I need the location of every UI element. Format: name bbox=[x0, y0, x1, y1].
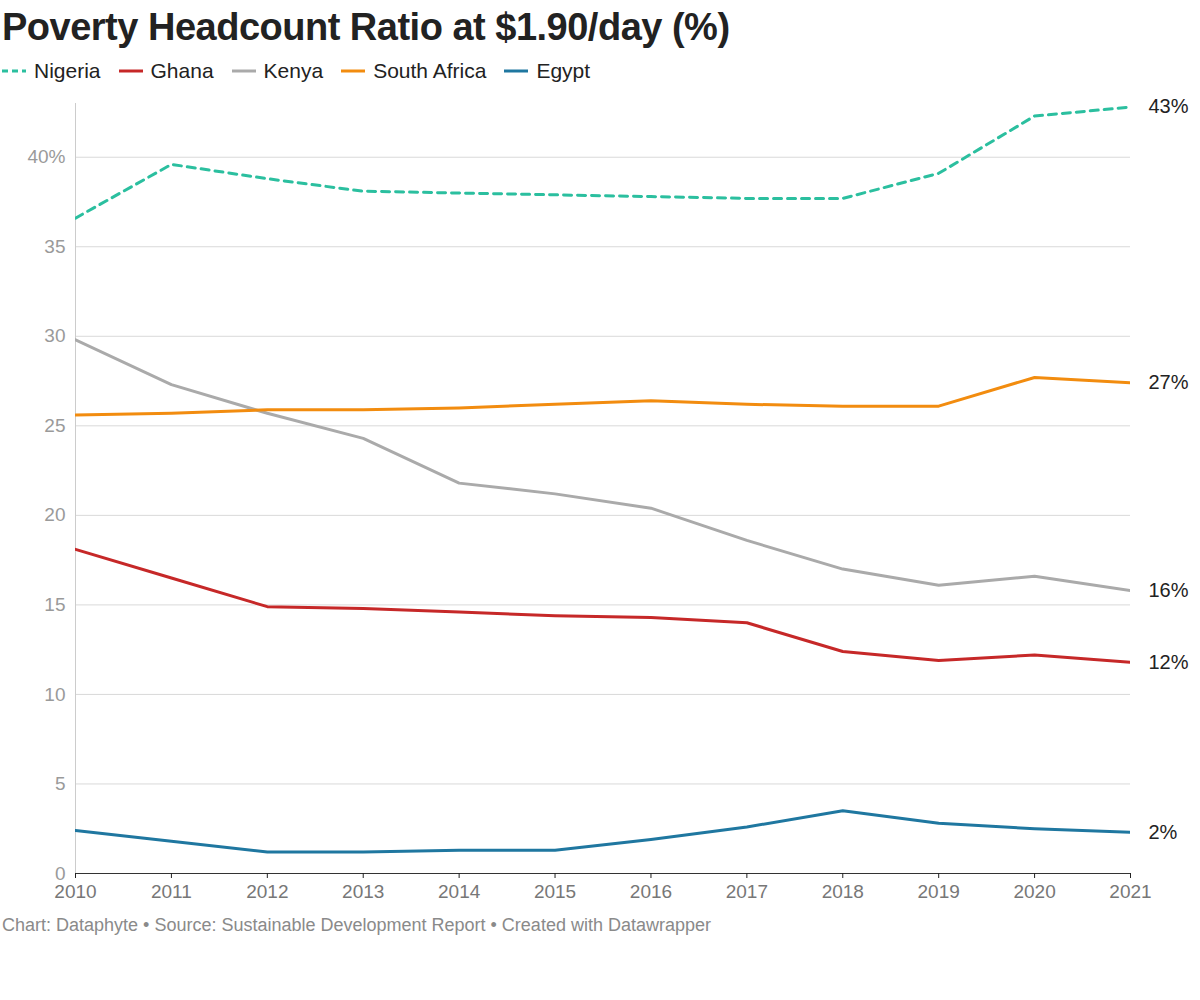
svg-text:2011: 2011 bbox=[151, 881, 192, 902]
svg-text:2012: 2012 bbox=[246, 881, 288, 902]
svg-text:2%: 2% bbox=[1149, 821, 1178, 843]
svg-text:16%: 16% bbox=[1149, 579, 1189, 601]
svg-text:2017: 2017 bbox=[726, 881, 768, 902]
svg-text:2018: 2018 bbox=[822, 881, 864, 902]
svg-text:40%: 40% bbox=[27, 146, 65, 167]
html-text:Chart: Dataphyte • Source: Sus: Chart: Dataphyte • Source: Sustainable D… bbox=[2, 915, 711, 935]
svg-text:30: 30 bbox=[44, 325, 65, 346]
html-text:Poverty Headcount Ratio at $1.: Poverty Headcount Ratio at $1.90/day (%) bbox=[2, 6, 730, 48]
svg-text:10: 10 bbox=[44, 684, 65, 705]
svg-text:2015: 2015 bbox=[534, 881, 576, 902]
svg-text:2020: 2020 bbox=[1013, 881, 1055, 902]
svg-text:20: 20 bbox=[44, 504, 65, 525]
html-text:Nigeria: Nigeria bbox=[34, 59, 101, 82]
svg-text:2014: 2014 bbox=[438, 881, 481, 902]
svg-text:27%: 27% bbox=[1149, 371, 1189, 393]
html-text:Ghana: Ghana bbox=[150, 59, 214, 82]
svg-text:25: 25 bbox=[44, 415, 65, 436]
svg-text:2016: 2016 bbox=[630, 881, 672, 902]
svg-text:15: 15 bbox=[44, 594, 65, 615]
svg-text:35: 35 bbox=[44, 236, 65, 257]
svg-text:2013: 2013 bbox=[342, 881, 384, 902]
svg-text:2019: 2019 bbox=[918, 881, 960, 902]
svg-text:2021: 2021 bbox=[1109, 881, 1151, 902]
html-text:Egypt: Egypt bbox=[536, 59, 591, 82]
svg-text:43%: 43% bbox=[1149, 95, 1189, 117]
svg-text:12%: 12% bbox=[1149, 651, 1189, 673]
svg-text:0: 0 bbox=[54, 862, 66, 884]
html-text:Kenya: Kenya bbox=[263, 59, 324, 82]
svg-text:2010: 2010 bbox=[54, 881, 96, 902]
svg-text:5: 5 bbox=[55, 773, 66, 794]
html-text:South Africa: South Africa bbox=[373, 59, 487, 82]
